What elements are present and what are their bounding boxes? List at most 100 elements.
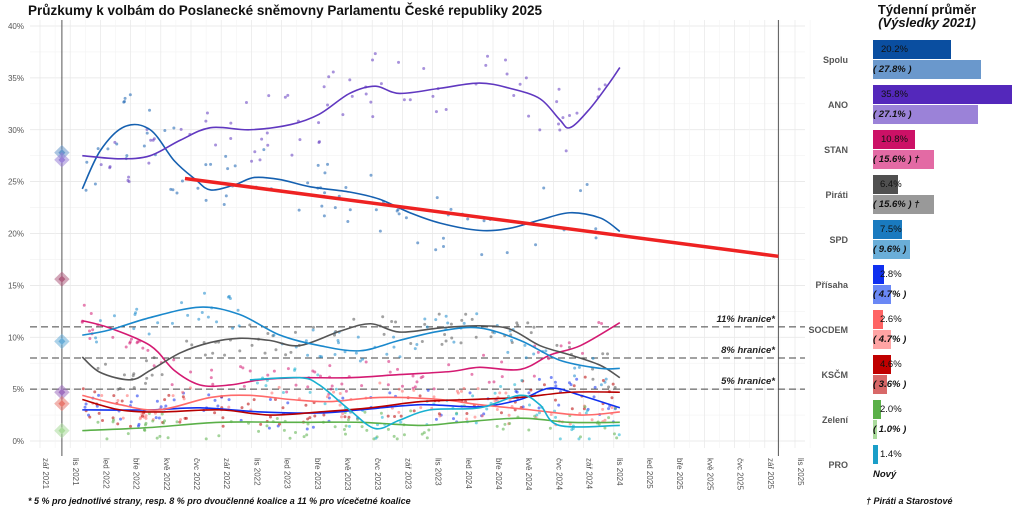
- poll-point-spolu: [306, 181, 310, 185]
- poll-point-pro: [577, 437, 581, 441]
- poll-point-zelení: [166, 436, 170, 440]
- poll-point-spolu: [396, 208, 400, 212]
- current-average-bar: [873, 220, 903, 239]
- poll-point-pro: [528, 403, 532, 407]
- poll-point-spd: [206, 315, 210, 319]
- poll-point-ano: [431, 94, 435, 98]
- poll-point-pro: [455, 412, 459, 416]
- poll-point-spolu: [106, 147, 110, 151]
- poll-point-socdem: [325, 395, 329, 399]
- poll-point-ano: [575, 111, 579, 115]
- poll-point-přísaha: [607, 407, 611, 411]
- side-footnote: † Piráti a Starostové: [866, 496, 953, 506]
- poll-point-stan: [328, 364, 332, 368]
- poll-point-piráti: [607, 385, 611, 389]
- poll-point-zelení: [175, 420, 179, 424]
- poll-point-ano: [267, 94, 271, 98]
- poll-point-zelení: [583, 405, 587, 409]
- poll-point-pro: [584, 411, 588, 415]
- poll-point-přísaha: [119, 417, 123, 421]
- x-tick-label: zář 2023: [403, 458, 412, 490]
- poll-point-spolu: [84, 188, 88, 192]
- poll-point-ksčm: [610, 396, 614, 400]
- poll-point-socdem: [116, 399, 120, 403]
- poll-point-spolu: [196, 186, 200, 190]
- poll-point-zelení: [392, 434, 396, 438]
- poll-point-piráti: [555, 343, 559, 347]
- poll-point-stan: [487, 380, 491, 384]
- poll-point-ksčm: [399, 414, 403, 418]
- poll-point-piráti: [293, 330, 297, 334]
- poll-point-spd: [356, 335, 360, 339]
- poll-point-socdem: [400, 389, 404, 393]
- poll-point-piráti: [381, 315, 385, 319]
- poll-point-zelení: [360, 425, 364, 429]
- x-tick-label: lis 2023: [434, 458, 443, 486]
- poll-point-ano: [327, 75, 331, 79]
- trend-line-socdem: [82, 394, 620, 416]
- poll-point-ksčm: [553, 398, 557, 402]
- poll-point-stan: [400, 384, 404, 388]
- poll-point-zelení: [265, 424, 269, 428]
- x-tick-label: led 2023: [283, 458, 292, 489]
- poll-point-stan: [294, 383, 298, 387]
- poll-point-ksčm: [570, 407, 574, 411]
- poll-point-ksčm: [112, 394, 116, 398]
- poll-point-pro: [308, 390, 312, 394]
- poll-point-pro: [507, 394, 511, 398]
- poll-point-spolu: [316, 163, 320, 167]
- current-average-label: 2.6%: [880, 314, 902, 325]
- poll-point-spd: [413, 347, 417, 351]
- side-panel-title: Týdenní průměr (Výsledky 2021): [832, 3, 1022, 29]
- x-tick-label: kvě 2025: [705, 458, 714, 490]
- result-2021-diamond-inner: [58, 275, 66, 283]
- poll-point-ano: [527, 114, 531, 118]
- x-tick-label: lis 2022: [252, 458, 261, 486]
- poll-point-zelení: [302, 435, 306, 439]
- poll-point-spd: [94, 336, 98, 340]
- poll-point-spolu: [374, 208, 378, 212]
- poll-point-socdem: [432, 395, 436, 399]
- poll-point-stan: [170, 383, 174, 387]
- result-2021-diamond-inner: [58, 337, 66, 345]
- poll-point-přísaha: [549, 376, 553, 380]
- poll-point-zelení: [615, 436, 619, 440]
- poll-point-zelení: [343, 432, 347, 436]
- poll-point-stan: [209, 376, 213, 380]
- poll-point-ksčm: [281, 406, 285, 410]
- current-average-bar: [873, 130, 915, 149]
- poll-point-spolu: [579, 189, 583, 193]
- poll-point-ano: [283, 95, 287, 99]
- poll-point-socdem: [332, 390, 336, 394]
- result-2021-label: ( 1.0% ): [873, 424, 907, 435]
- poll-point-zelení: [578, 435, 582, 439]
- poll-point-zelení: [288, 436, 292, 440]
- poll-point-ano: [290, 153, 294, 157]
- poll-point-zelení: [603, 426, 607, 430]
- poll-point-spolu: [333, 206, 337, 210]
- current-average-bar: [873, 265, 884, 284]
- result-2021-label: ( 4.7% ): [873, 334, 907, 345]
- poll-point-pro: [374, 436, 378, 440]
- poll-point-ksčm: [268, 415, 272, 419]
- poll-point-spolu: [326, 162, 330, 166]
- poll-point-ano: [557, 87, 561, 91]
- poll-point-ano: [518, 82, 522, 86]
- poll-point-spd: [415, 343, 419, 347]
- trend-line-spolu: [81, 123, 621, 233]
- poll-point-piráti: [382, 332, 386, 336]
- poll-point-spd: [398, 355, 402, 359]
- x-tick-label: zář 2022: [222, 458, 231, 490]
- poll-point-piráti: [266, 331, 270, 335]
- poll-point-spolu: [322, 214, 326, 218]
- poll-point-ksčm: [81, 387, 85, 391]
- poll-point-spolu: [378, 229, 382, 233]
- poll-point-piráti: [529, 331, 533, 335]
- poll-point-stan: [600, 321, 604, 325]
- poll-point-pro: [554, 415, 558, 419]
- poll-point-socdem: [121, 416, 125, 420]
- poll-point-spd: [197, 317, 201, 321]
- result-2021-bar: [873, 420, 877, 439]
- poll-point-piráti: [420, 339, 424, 343]
- poll-point-zelení: [356, 417, 360, 421]
